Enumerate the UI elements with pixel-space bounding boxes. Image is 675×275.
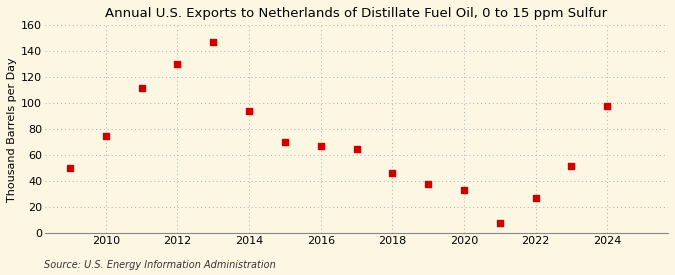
Text: Source: U.S. Energy Information Administration: Source: U.S. Energy Information Administ… xyxy=(44,260,275,270)
Point xyxy=(65,166,76,170)
Y-axis label: Thousand Barrels per Day: Thousand Barrels per Day xyxy=(7,57,17,202)
Point xyxy=(208,40,219,44)
Point xyxy=(279,140,290,144)
Point xyxy=(423,182,433,186)
Point xyxy=(101,134,111,138)
Title: Annual U.S. Exports to Netherlands of Distillate Fuel Oil, 0 to 15 ppm Sulfur: Annual U.S. Exports to Netherlands of Di… xyxy=(105,7,608,20)
Point xyxy=(172,62,183,67)
Point xyxy=(387,171,398,176)
Point xyxy=(458,188,469,192)
Point xyxy=(494,221,505,225)
Point xyxy=(136,86,147,90)
Point xyxy=(566,163,576,168)
Point xyxy=(351,147,362,151)
Point xyxy=(244,109,254,113)
Point xyxy=(530,196,541,200)
Point xyxy=(315,144,326,148)
Point xyxy=(602,104,613,108)
